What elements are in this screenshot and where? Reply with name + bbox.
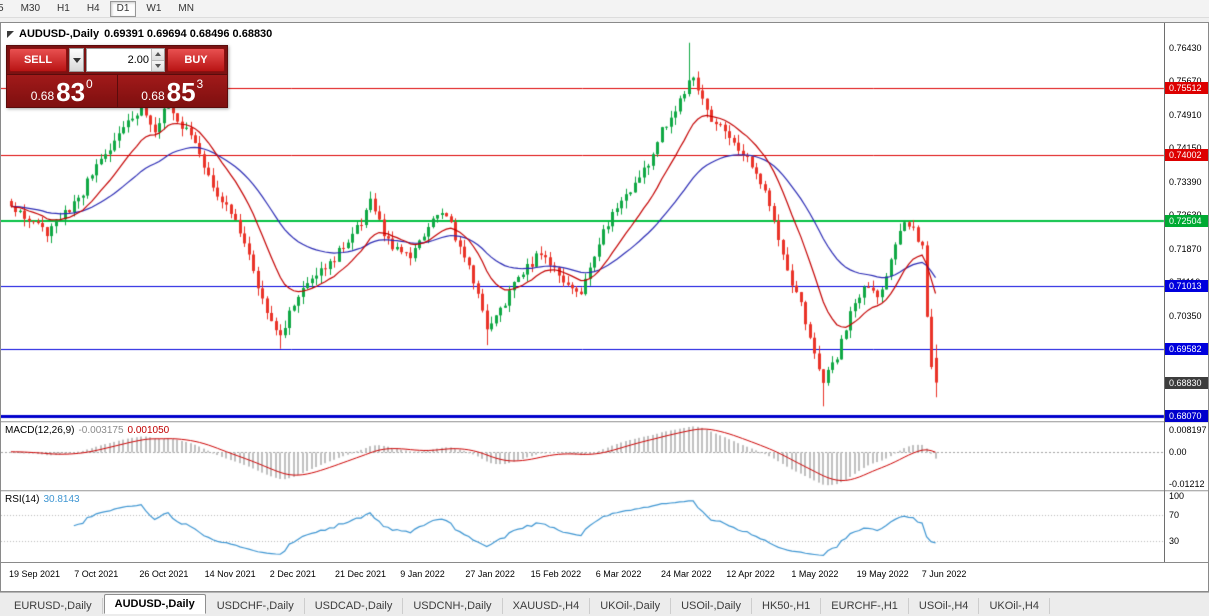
- timeframe-button-mn[interactable]: MN: [178, 2, 194, 14]
- chart-tab-usdcad-daily[interactable]: USDCAD-,Daily: [305, 598, 404, 614]
- chart-tab-usoil-daily[interactable]: USOil-,Daily: [671, 598, 752, 614]
- date-axis-label: 7 Jun 2022: [921, 569, 967, 579]
- macd-axis-label: -0.01212: [1169, 479, 1205, 489]
- timeframe-button-h1[interactable]: H1: [57, 2, 70, 14]
- price-axis-label: 0.74150: [1169, 143, 1202, 153]
- price-axis[interactable]: 0.764300.756700.749100.741500.733900.726…: [1165, 23, 1208, 562]
- volume-input[interactable]: 2.00: [86, 48, 165, 72]
- pane-separator[interactable]: [1, 490, 1208, 492]
- date-axis-label: 2 Dec 2021: [269, 569, 316, 579]
- bid-price-big: 83: [56, 77, 86, 107]
- macd-name: MACD(12,26,9): [5, 425, 75, 436]
- price-axis-label: 0.73390: [1169, 176, 1202, 187]
- chart-symbol-period: AUDUSD-,Daily: [19, 28, 100, 40]
- chart-tab-usdcnh-daily[interactable]: USDCNH-,Daily: [403, 598, 503, 614]
- price-level-badge: 0.75512: [1165, 82, 1208, 95]
- buy-button[interactable]: BUY: [167, 48, 225, 72]
- chart-tab-eurusd-daily[interactable]: EURUSD-,Daily: [4, 598, 103, 614]
- date-axis-label: 19 Sep 2021: [9, 569, 61, 579]
- rsi-value: 30.8143: [43, 494, 80, 505]
- price-axis-label: 0.74910: [1169, 109, 1202, 120]
- price-axis-label: 0.75670: [1169, 76, 1202, 86]
- volume-stepper[interactable]: [151, 49, 164, 71]
- macd-signal-value: 0.001050: [127, 425, 170, 436]
- timeframe-button-m30[interactable]: M30: [20, 2, 41, 14]
- date-axis-label: 21 Dec 2021: [335, 569, 387, 579]
- rsi-name: RSI(14): [5, 494, 40, 505]
- date-axis-label: 15 Feb 2022: [530, 569, 582, 579]
- pane-separator[interactable]: [1, 421, 1208, 423]
- timeframe-button-d1[interactable]: D1: [109, 0, 137, 17]
- chart-window: AUDUSD-,Daily 0.69391 0.69694 0.68496 0.…: [0, 22, 1209, 593]
- price-axis-label: 0.70350: [1169, 310, 1202, 321]
- ask-price-sup: 3: [196, 77, 204, 91]
- price-level-badge: 0.71013: [1165, 280, 1208, 293]
- time-axis[interactable]: 19 Sep 2021 7 Oct 2021 26 Oct 2021 14 Nov 2…: [1, 563, 1208, 591]
- increment-icon: [152, 49, 164, 61]
- macd-main-value: -0.003175: [78, 425, 124, 436]
- macd-indicator-label: MACD(12,26,9) -0.003175 0.001050: [5, 425, 169, 436]
- date-axis-label: 27 Jan 2022: [465, 569, 515, 579]
- chart-tab-ukoil-h4[interactable]: UKOil-,H4: [979, 598, 1050, 614]
- chart-tabs-bar: EURUSD-,Daily AUDUSD-,Daily USDCHF-,Daily U…: [0, 592, 1209, 616]
- volume-value: 2.00: [127, 54, 149, 66]
- rsi-axis-label: 70: [1169, 510, 1180, 521]
- date-axis-label: 24 Mar 2022: [661, 569, 712, 579]
- rsi-indicator-label: RSI(14) 30.8143: [5, 494, 80, 505]
- chart-menu-icon[interactable]: [7, 30, 14, 38]
- trade-controls-row: SELL 2.00 BUY: [7, 46, 227, 74]
- chart-tab-eurchf-h1[interactable]: EURCHF-,H1: [821, 598, 909, 614]
- timeframe-toolbar: 5 M30 H1 H4 D1 W1 MN: [0, 0, 1209, 18]
- rsi-axis-label: 100: [1169, 491, 1185, 501]
- chart-canvas[interactable]: [1, 23, 1165, 593]
- chevron-down-icon: [72, 57, 81, 63]
- sell-button[interactable]: SELL: [9, 48, 67, 72]
- price-axis-label: 0.71870: [1169, 243, 1202, 254]
- chart-tab-usoil-h4[interactable]: USOil-,H4: [909, 598, 980, 614]
- date-axis-label: 6 Mar 2022: [595, 569, 642, 579]
- timeframe-button-w1[interactable]: W1: [146, 2, 162, 14]
- timeframe-button-5[interactable]: 5: [0, 2, 4, 14]
- one-click-trading-panel: SELL 2.00 BUY 0.68 83 0: [6, 45, 228, 108]
- chart-bottom-border: [1, 562, 1208, 563]
- ask-price-prefix: 0.68: [141, 89, 165, 103]
- current-price-badge: 0.68830: [1165, 376, 1208, 389]
- bid-price-panel[interactable]: 0.68 83 0: [7, 75, 117, 107]
- volume-dropdown-button[interactable]: [69, 48, 84, 72]
- date-axis-label: 26 Oct 2021: [139, 569, 189, 579]
- bid-price-prefix: 0.68: [30, 89, 55, 103]
- chart-tab-hk50-h1[interactable]: HK50-,H1: [752, 598, 822, 614]
- price-level-badge: 0.69582: [1165, 343, 1208, 356]
- date-axis-label: 1 May 2022: [791, 569, 839, 579]
- price-level-badge: 0.68070: [1165, 410, 1208, 423]
- price-level-badge: 0.72504: [1165, 214, 1208, 227]
- chart-tab-audusd-daily[interactable]: AUDUSD-,Daily: [103, 594, 206, 614]
- decrement-icon: [152, 60, 164, 71]
- price-axis-label: 0.76430: [1169, 43, 1202, 53]
- date-axis-label: 14 Nov 2021: [204, 569, 256, 579]
- price-axis-separator: [1164, 23, 1165, 562]
- date-axis-label: 7 Oct 2021: [74, 569, 119, 579]
- ask-price-panel[interactable]: 0.68 85 3: [116, 75, 227, 107]
- timeframe-button-h4[interactable]: H4: [86, 2, 100, 14]
- bid-price-sup: 0: [86, 77, 93, 91]
- date-axis-label: 19 May 2022: [856, 569, 909, 579]
- date-axis-label: 12 Apr 2022: [726, 569, 775, 579]
- price-level-badge: 0.74002: [1165, 148, 1208, 161]
- chart-ohlc-values: 0.69391 0.69694 0.68496 0.68830: [104, 28, 273, 40]
- chart-tab-usdchf-daily[interactable]: USDCHF-,Daily: [207, 598, 305, 614]
- macd-axis-label: 0.008197: [1169, 425, 1207, 435]
- date-axis-label: 9 Jan 2022: [400, 569, 445, 579]
- chart-tab-xauusd-h4[interactable]: XAUUSD-,H4: [503, 598, 591, 614]
- chart-tab-ukoil-daily[interactable]: UKOil-,Daily: [590, 598, 672, 614]
- macd-axis-label: 0.00: [1169, 446, 1187, 457]
- ask-price-big: 85: [166, 77, 196, 107]
- trade-prices-row: 0.68 83 0 0.68 85 3: [7, 74, 227, 107]
- rsi-axis-label: 30: [1169, 535, 1180, 546]
- chart-title: AUDUSD-,Daily 0.69391 0.69694 0.68496 0.…: [7, 28, 272, 40]
